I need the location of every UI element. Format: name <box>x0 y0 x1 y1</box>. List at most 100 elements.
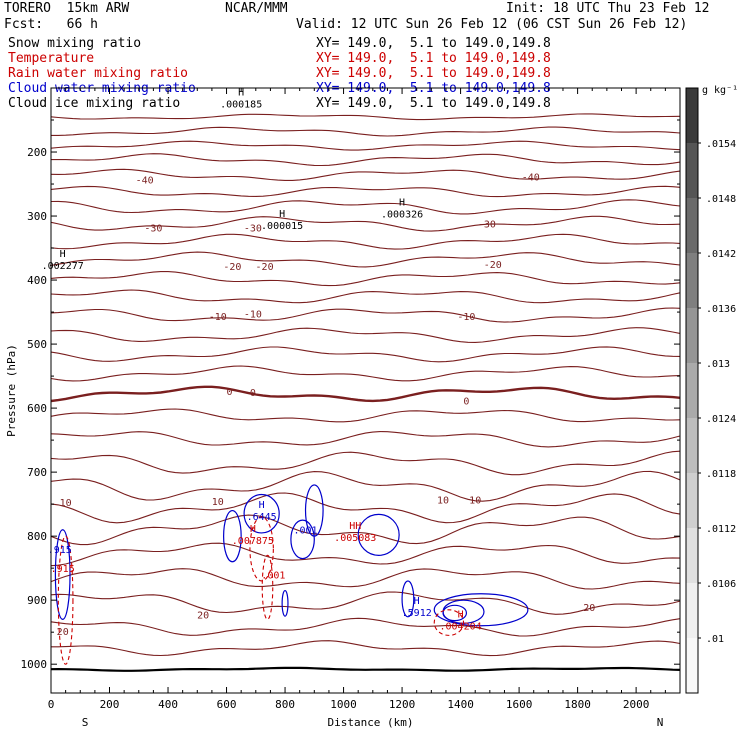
field-xy-rain: XY= 149.0, 5.1 to 149.0,149.8 <box>316 66 551 81</box>
cloud-water-contour <box>357 513 400 556</box>
isotherm-line <box>50 492 681 524</box>
colorbar-swatch <box>686 583 698 639</box>
isotherm-line <box>50 307 681 323</box>
extremum-marker: H <box>238 88 244 99</box>
isotherm-line <box>50 153 681 167</box>
cloud-water-contours <box>54 484 529 627</box>
temperature-label: 10 <box>469 496 481 507</box>
colorbar-tick-label: .0136 <box>706 304 736 315</box>
header-valid: Valid: 12 UTC Sun 26 Feb 12 (06 CST Sun … <box>296 17 688 32</box>
x-tick-label: 200 <box>100 698 120 711</box>
isotherm-line <box>50 113 681 121</box>
extremum-marker: H <box>279 209 285 220</box>
extremum-value: .5912 <box>402 608 432 619</box>
extremum-value: .004204 <box>440 621 482 632</box>
temperature-label: -10 <box>244 309 262 320</box>
extremum-value: .000015 <box>261 221 303 232</box>
isotherm-line <box>50 289 681 304</box>
cloud-water-contour <box>223 509 242 563</box>
y-tick-label: 600 <box>27 402 47 415</box>
y-tick-label: 700 <box>27 466 47 479</box>
rain-water-contour <box>249 516 274 582</box>
isotherm-line <box>50 199 681 215</box>
isotherm-line <box>50 514 681 546</box>
x-tick-label: 800 <box>275 698 295 711</box>
isotherm-line <box>50 591 681 615</box>
extremum-value: .6445 <box>247 512 277 523</box>
temperature-label: 20 <box>197 610 209 621</box>
header-center: NCAR/MMM <box>225 1 288 16</box>
temperature-label: -10 <box>209 312 227 323</box>
isotherm-line <box>50 431 681 448</box>
colorbar-tick-label: .0142 <box>706 249 736 260</box>
x-tick-label: 1000 <box>330 698 357 711</box>
isotherm-line <box>50 408 681 423</box>
field-xy-temperature: XY= 149.0, 5.1 to 149.0,149.8 <box>316 51 551 66</box>
isotherm-line <box>50 450 681 476</box>
colorbar-frame <box>685 87 699 694</box>
temperature-label: -20 <box>484 260 502 271</box>
colorbar-tick-label: .01 <box>706 634 724 645</box>
colorbar-tick-label: .0148 <box>706 194 736 205</box>
header-init: Init: 18 UTC Thu 23 Feb 12 <box>506 1 710 16</box>
temperature-label: 10 <box>212 497 224 508</box>
cloud-water-contour <box>401 580 415 618</box>
extremum-marker: HH <box>349 521 361 532</box>
field-xy-cloud-ice: XY= 149.0, 5.1 to 149.0,149.8 <box>316 96 551 111</box>
rain-water-contour <box>433 609 465 636</box>
isotherm-line <box>50 140 681 151</box>
temperature-label: -10 <box>457 312 475 323</box>
extremum-value: .007875 <box>232 536 274 547</box>
extremum-marker: H <box>399 198 405 209</box>
temperature-label: 10 <box>60 498 72 509</box>
extremum-value: .000326 <box>381 210 423 221</box>
y-tick-label: 900 <box>27 594 47 607</box>
x-tick-label: 1600 <box>506 698 533 711</box>
colorbar-swatch <box>686 418 698 474</box>
cloud-water-contour <box>290 519 315 560</box>
colorbar-tick-label: .013 <box>706 359 730 370</box>
temperature-label: 0 <box>226 387 232 398</box>
x-tick-label: 1400 <box>447 698 474 711</box>
temperature-label: -20 <box>223 262 241 273</box>
extremum-value: .000185 <box>220 100 262 111</box>
cloud-water-contour <box>442 604 468 622</box>
y-tick-label: 1000 <box>21 658 48 671</box>
field-name-snow: Snow mixing ratio <box>8 36 142 51</box>
isotherm-line <box>50 168 681 181</box>
extremum-marker: H <box>60 249 66 260</box>
colorbar-unit: g kg⁻¹ <box>702 85 738 96</box>
colorbar-swatch <box>686 253 698 309</box>
isotherm-line <box>50 185 681 198</box>
colorbar-swatch <box>686 143 698 199</box>
temperature-label: -30 <box>244 224 262 235</box>
colorbar-tick-label: .0112 <box>706 524 736 535</box>
colorbar-tick-label: .0106 <box>706 579 736 590</box>
y-tick-label: 400 <box>27 274 47 287</box>
isotherm-line <box>50 385 681 403</box>
cloud-water-contour <box>54 529 71 620</box>
isotherm-line <box>50 617 681 637</box>
surface-line <box>50 666 681 672</box>
isotherm-line <box>50 327 681 343</box>
field-name-rain: Rain water mixing ratio <box>8 66 189 81</box>
cloud-water-contour <box>281 589 289 617</box>
plot-frame <box>50 87 681 694</box>
contour-value-label: .915 <box>51 564 75 575</box>
contour-labels: -40 -40 -30 -30 -30 -20 -20 -20 -10 -10 -10 0 0 0 10 10… <box>42 88 596 638</box>
colorbar-tick-label: .0124 <box>706 414 736 425</box>
temperature-label: -30 <box>478 220 496 231</box>
y-tick-label: 300 <box>27 210 47 223</box>
temperature-label: -40 <box>522 172 540 183</box>
colorbar-swatch <box>686 363 698 419</box>
rain-water-contours <box>57 516 465 665</box>
colorbar-swatch <box>686 88 698 144</box>
cloud-water-contour <box>243 493 280 534</box>
temperature-label: 0 <box>250 388 256 399</box>
extremum-marker: H <box>250 524 256 535</box>
isotherm-line <box>50 233 681 250</box>
rain-water-contour <box>261 554 274 620</box>
isotherm-line <box>50 251 681 268</box>
cloud-water-contour <box>433 593 529 627</box>
